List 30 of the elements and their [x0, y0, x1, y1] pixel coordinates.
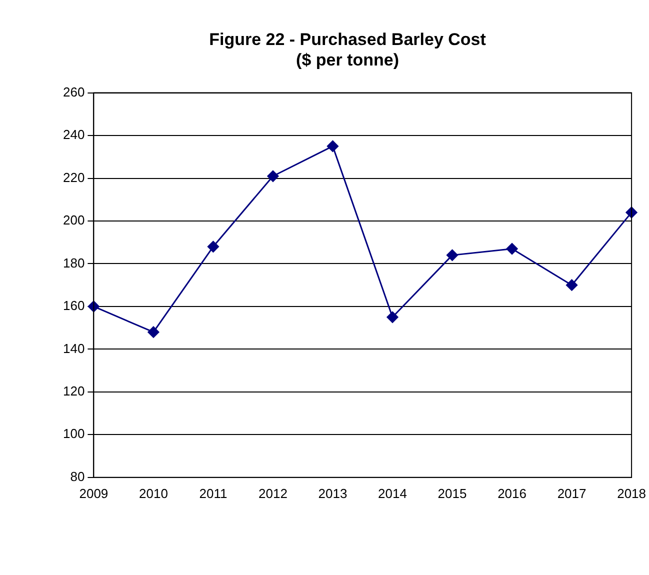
point — [386, 311, 398, 323]
chart-title: Figure 22 - Purchased Barley Cost — [209, 30, 486, 49]
x-tick-label: 2018 — [617, 486, 646, 501]
chart-subtitle: ($ per tonne) — [296, 50, 399, 70]
y-tick-label: 120 — [62, 384, 85, 399]
y-tick-label: 180 — [62, 255, 85, 270]
y-tick-label: 200 — [62, 212, 85, 228]
x-tick-label: 2010 — [138, 486, 168, 501]
x-tick-label: 2012 — [258, 486, 288, 501]
x-tick-label: 2015 — [438, 486, 467, 501]
point — [267, 170, 279, 182]
y-tick-label: 260 — [62, 84, 85, 100]
point — [326, 140, 338, 152]
y-tick-label: 220 — [62, 170, 85, 185]
x-tick-label: 2009 — [79, 486, 108, 501]
point — [207, 240, 219, 252]
x-tick-label: 2017 — [557, 486, 586, 501]
point — [446, 249, 458, 261]
point — [148, 326, 160, 338]
x-tick-label: 2016 — [498, 486, 526, 501]
x-tick-label: 2014 — [378, 486, 407, 501]
point — [566, 279, 578, 291]
y-tick-label: 80 — [70, 468, 85, 484]
y-tick-label: 100 — [62, 426, 85, 442]
x-tick-label: 2011 — [199, 486, 228, 501]
x-tick-label: 2013 — [318, 486, 348, 501]
y-tick-label: 140 — [62, 340, 85, 356]
point — [506, 243, 518, 255]
y-tick-label: 160 — [62, 298, 85, 314]
y-tick-label: 240 — [62, 127, 85, 142]
